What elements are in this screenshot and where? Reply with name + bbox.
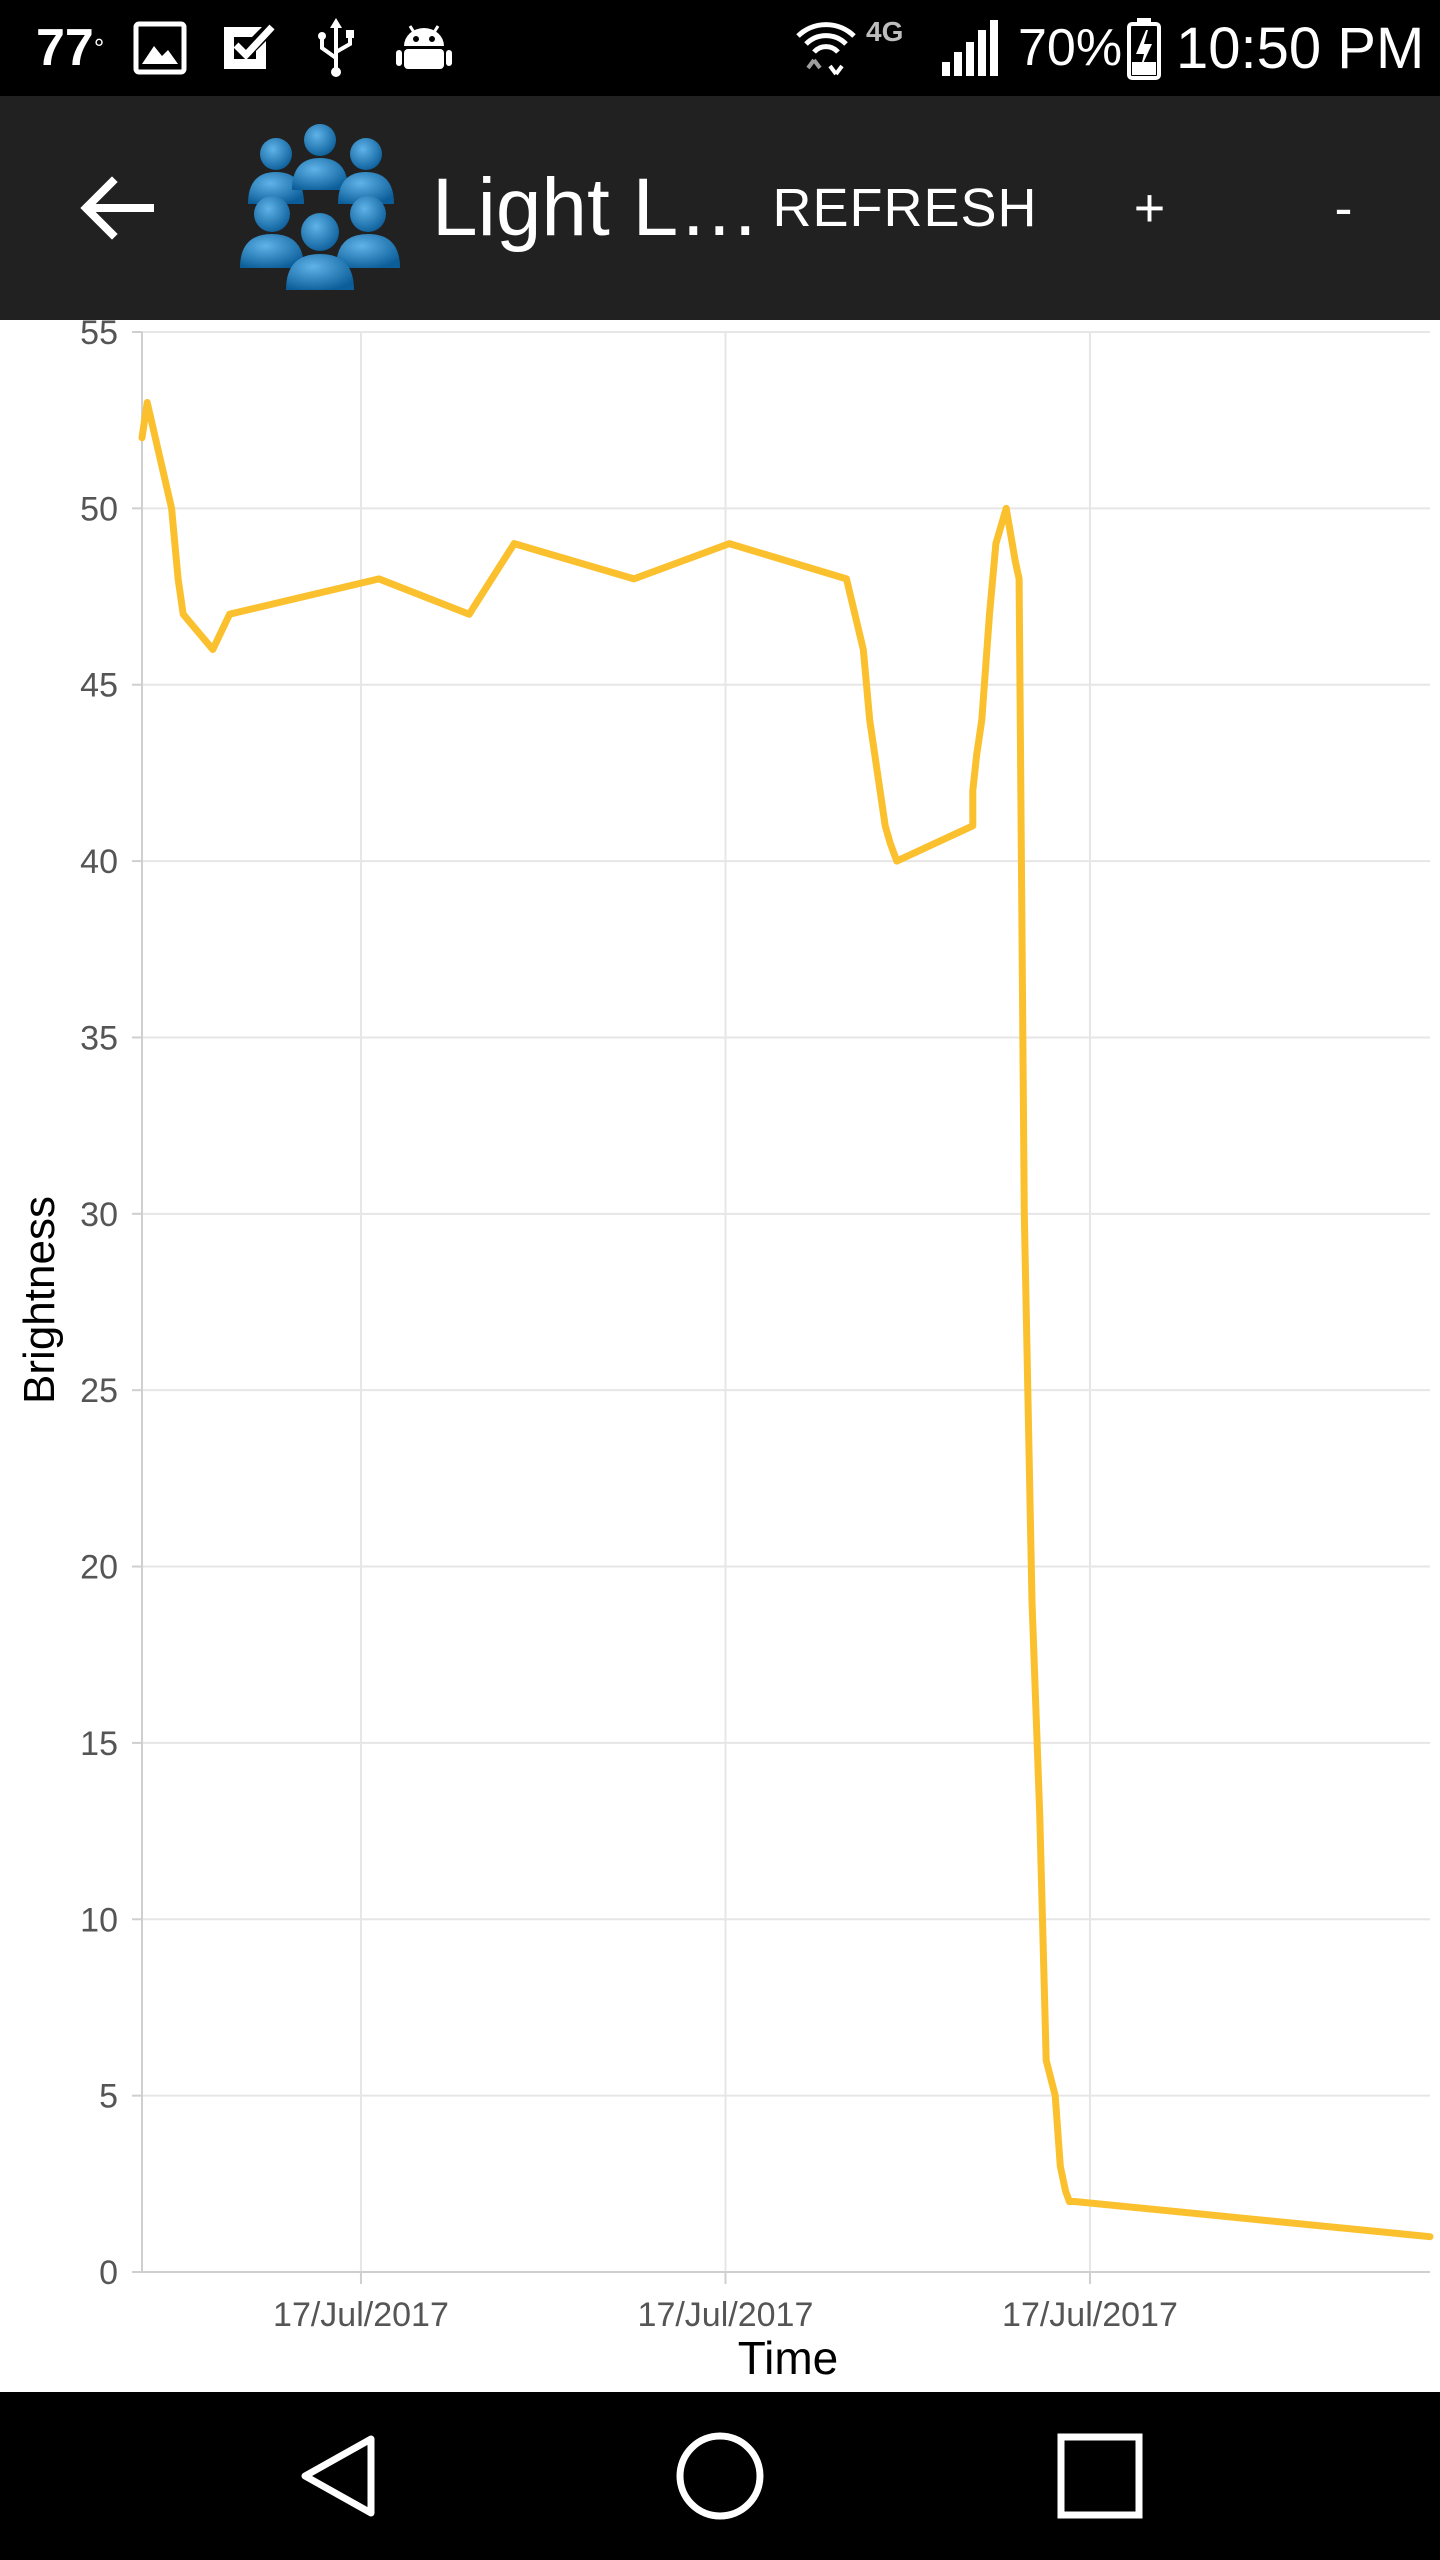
nav-recents-button[interactable]: [1000, 2392, 1200, 2560]
y-tick-label: 0: [99, 2254, 118, 2292]
y-tick-label: 40: [80, 843, 118, 881]
brightness-line-chart[interactable]: Brightness Time 0 5 10 15 20 25 30 35 40 45 50 55 17…: [0, 314, 1440, 2392]
nav-home-button[interactable]: [620, 2392, 820, 2560]
temperature-value: 77: [36, 19, 94, 77]
battery-percent-label: 70%: [1018, 19, 1123, 77]
y-axis-title: Brightness: [15, 1196, 64, 1404]
chart-grid: [142, 331, 1430, 2273]
x-tick-label: 17/Jul/2017: [273, 2296, 449, 2334]
brightness-series-line: [138, 399, 1434, 2241]
app-bar: Light L… REFRESH + -: [0, 96, 1440, 320]
battery-percent: 70%: [1018, 0, 1122, 96]
clock-time: 10:50 PM: [1176, 15, 1425, 81]
checkmark-icon: [218, 0, 276, 96]
zoom-out-button[interactable]: -: [1294, 96, 1394, 320]
x-tick-label: 17/Jul/2017: [1002, 2296, 1178, 2334]
app-title-text: Light L…: [432, 162, 761, 253]
refresh-button[interactable]: REFRESH: [770, 96, 1040, 320]
zoom-in-button-label: +: [1133, 178, 1167, 238]
x-axis-title: Time: [738, 2332, 839, 2384]
x-tick-label: 17/Jul/2017: [638, 2296, 814, 2334]
clock: 10:50 PM: [1176, 0, 1424, 96]
app-logo-people-icon: [234, 96, 408, 320]
y-tick-label: 15: [80, 1725, 118, 1763]
refresh-button-label: REFRESH: [772, 178, 1038, 238]
chart-axes: [132, 331, 1430, 2284]
y-tick-label: 20: [80, 1549, 118, 1587]
network-type-label: 4G: [866, 16, 904, 47]
signal-icon: [940, 0, 1000, 96]
network-type: 4G: [866, 0, 903, 80]
back-arrow-icon: [80, 176, 154, 240]
image-icon: [132, 0, 188, 96]
y-tick-label: 10: [80, 1901, 118, 1939]
nav-back-icon: [301, 2435, 375, 2517]
navigation-bar: [0, 2392, 1440, 2560]
zoom-out-button-label: -: [1334, 178, 1354, 238]
chart-labels: Brightness Time 0 5 10 15 20 25 30 35 40 45 50 55 17…: [15, 314, 1178, 2384]
app-title: Light L…: [432, 96, 760, 320]
chart-area: Brightness Time 0 5 10 15 20 25 30 35 40 45 50 55 17…: [0, 314, 1440, 2392]
nav-recents-icon: [1057, 2433, 1143, 2519]
battery-charging-icon: [1126, 0, 1162, 96]
nav-back-button[interactable]: [240, 2392, 440, 2560]
y-tick-label: 5: [99, 2078, 118, 2116]
y-tick-label: 50: [80, 490, 118, 528]
android-icon: [396, 0, 452, 96]
y-tick-label: 25: [80, 1372, 118, 1410]
usb-icon: [314, 0, 358, 96]
status-bar: 77 °: [0, 0, 1440, 96]
back-button[interactable]: [66, 96, 166, 320]
y-tick-label: 55: [80, 320, 118, 352]
temperature-readout: 77 °: [36, 0, 104, 96]
wifi-icon: [796, 0, 856, 96]
y-tick-label: 30: [80, 1196, 118, 1234]
nav-home-icon: [676, 2432, 764, 2520]
y-tick-label: 35: [80, 1019, 118, 1057]
y-tick-label: 45: [80, 667, 118, 705]
chart-series: [138, 399, 1434, 2241]
temperature-unit: °: [93, 32, 105, 63]
zoom-in-button[interactable]: +: [1100, 96, 1200, 320]
